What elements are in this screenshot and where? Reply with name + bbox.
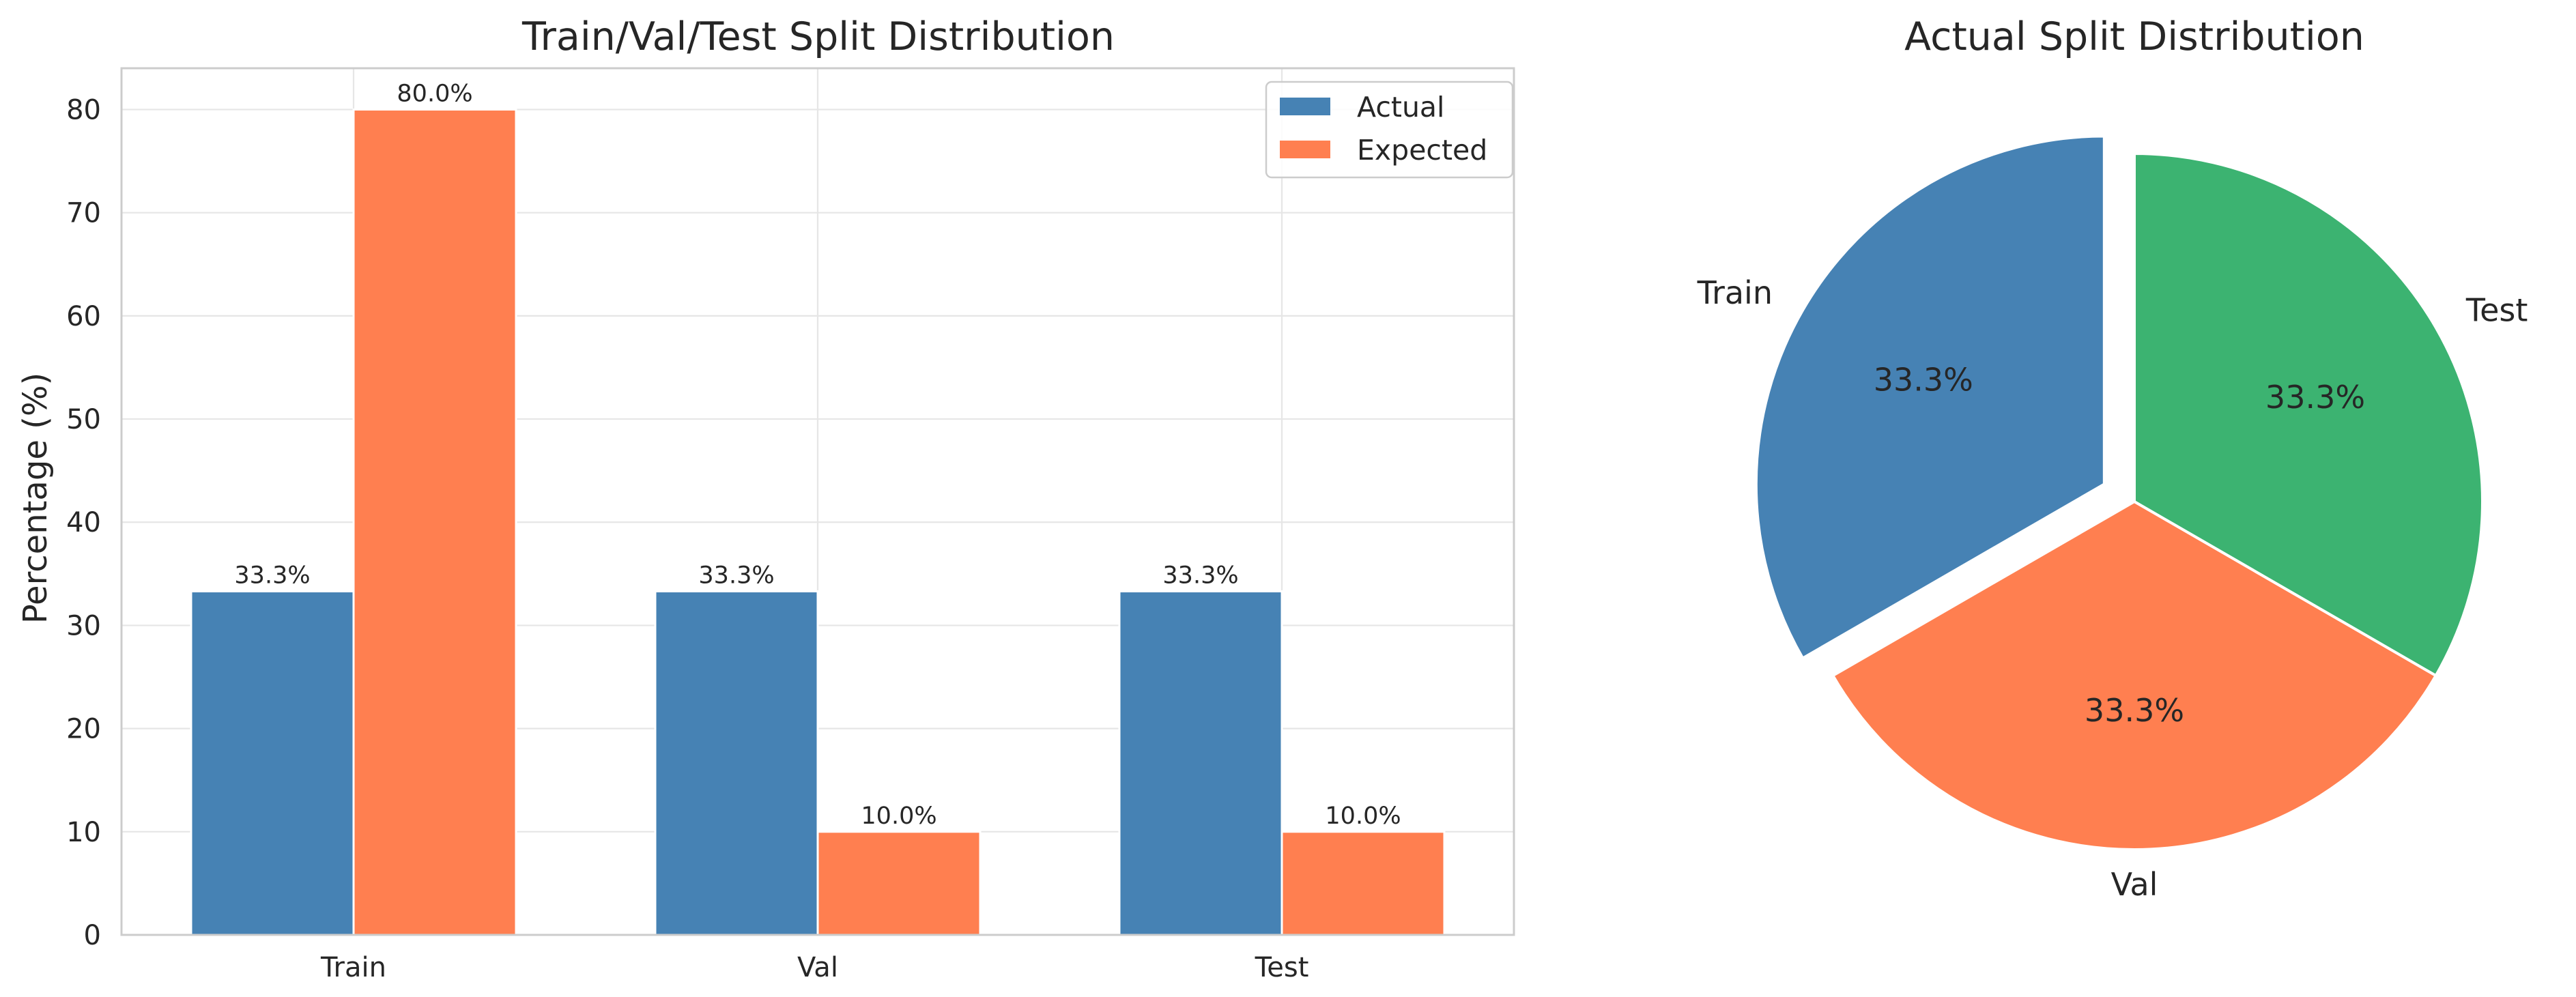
pie-percent-label: 33.3% — [2265, 379, 2365, 416]
bar-actual-val — [654, 590, 819, 936]
x-tick-label: Val — [797, 952, 838, 983]
y-axis-label: Percentage (%) — [16, 373, 55, 624]
x-tick-label: Test — [1255, 952, 1309, 983]
legend-label-actual: Actual — [1357, 91, 1444, 124]
y-tick-label: 40 — [66, 507, 101, 538]
pie-label-test: Test — [2465, 292, 2528, 329]
y-tick-label: 10 — [66, 817, 101, 848]
y-tick-label: 60 — [66, 301, 101, 332]
y-tick-label: 70 — [66, 198, 101, 229]
pie-label-val: Val — [2111, 866, 2158, 903]
pie-wedge-test — [2133, 151, 2484, 678]
bar-value-labels: 33.3% 33.3% 33.3% 80.0% 10.0% 10.0% — [234, 80, 1401, 829]
y-tick-label: 80 — [66, 94, 101, 126]
bar-expected-test — [1280, 830, 1446, 936]
pie-labels: Train 33.3% Val 33.3% Test 33.3% — [1697, 274, 2528, 903]
pie-chart: Actual Split Distribution Train 33.3% Val 3… — [1697, 14, 2528, 903]
pie-label-train: Train — [1697, 274, 1773, 311]
y-tick-label: 0 — [84, 920, 101, 951]
pie-wedge-val — [1831, 500, 2438, 851]
bar-value-label: 80.0% — [397, 80, 472, 107]
legend-label-expected: Expected — [1357, 134, 1487, 167]
y-tick-label: 50 — [66, 404, 101, 435]
y-tick-label: 20 — [66, 714, 101, 745]
bar-expected-train — [352, 108, 517, 936]
legend-swatch-expected — [1280, 141, 1330, 158]
bar-actual-train — [190, 590, 355, 936]
plot-frame — [120, 67, 1515, 936]
bar-expected-val — [816, 830, 982, 936]
bar-value-label: 33.3% — [234, 562, 310, 590]
x-tick-label: Train — [320, 952, 386, 983]
bars — [190, 108, 1446, 936]
bar-actual-test — [1118, 590, 1283, 936]
legend: Actual Expected — [1265, 81, 1514, 179]
pie-wedges — [1754, 134, 2484, 851]
pie-wedge-train — [1754, 134, 2106, 661]
pie-percent-label: 33.3% — [2085, 692, 2184, 729]
bar-chart-title: Train/Val/Test Split Distribution — [521, 14, 1115, 59]
pie-percent-label: 33.3% — [1874, 362, 1973, 399]
bar-chart: Train/Val/Test Split Distribution Percen… — [16, 14, 1515, 983]
legend-swatch-actual — [1280, 98, 1330, 115]
bar-value-label: 10.0% — [1325, 803, 1401, 830]
x-tick-labels: Train Val Test — [320, 952, 1308, 983]
pie-chart-title: Actual Split Distribution — [1904, 14, 2364, 59]
bar-value-label: 33.3% — [1162, 562, 1238, 590]
bar-value-label: 10.0% — [861, 803, 936, 830]
bar-value-label: 33.3% — [698, 562, 774, 590]
y-tick-label: 30 — [66, 610, 101, 641]
y-tick-labels: 0 10 20 30 40 50 60 70 80 — [66, 94, 101, 951]
